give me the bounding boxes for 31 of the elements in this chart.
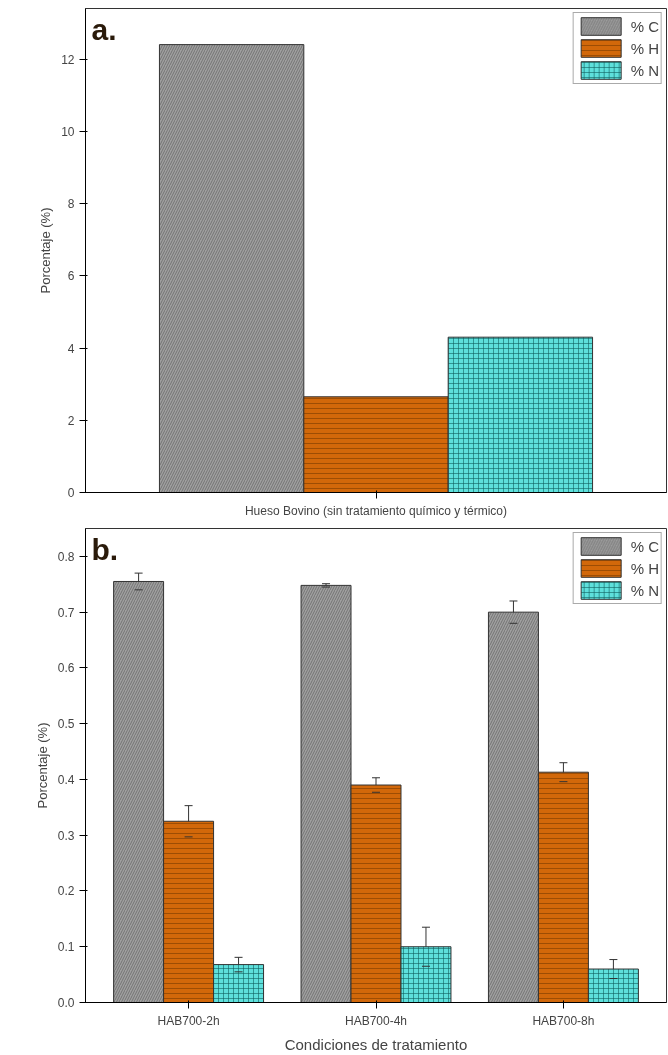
- x-axis-title: Condiciones de tratamiento: [284, 1035, 468, 1053]
- y-tick-label: 0.3: [57, 828, 75, 843]
- x-tick-label: HAB700-8h: [532, 1013, 595, 1028]
- legend-label: % C: [630, 537, 659, 555]
- y-tick-label: 12: [61, 52, 75, 67]
- y-tick-label: 0.8: [57, 549, 75, 564]
- y-tick-label: 2: [67, 413, 75, 428]
- x-tick-label: HAB700-2h: [157, 1013, 220, 1028]
- y-tick-label: 0.6: [57, 661, 75, 676]
- y-tick-label: 0.4: [57, 772, 75, 787]
- legend-label: % N: [630, 581, 659, 599]
- y-tick-label: 0.1: [57, 940, 75, 955]
- annotation: b.: [91, 532, 119, 566]
- y-tick-label: 8: [67, 197, 75, 212]
- legend-label: % H: [630, 39, 659, 57]
- y-tick-label: 0.5: [57, 717, 75, 732]
- y-axis-title: Porcentaje (%): [38, 207, 54, 294]
- y-tick-label: 0.7: [57, 605, 75, 620]
- y-tick-label: 4: [67, 341, 75, 356]
- y-tick-label: 10: [61, 124, 75, 139]
- x-tick-label: Hueso Bovino (sin tratamiento químico y térmico): [244, 503, 508, 518]
- y-tick-label: 6: [67, 269, 75, 284]
- x-tick-label: HAB700-4h: [344, 1013, 408, 1028]
- annotation: a.: [91, 12, 117, 46]
- legend-label: % N: [630, 61, 659, 79]
- y-tick-label: 0.0: [57, 996, 75, 1010]
- legend-label: % H: [630, 559, 659, 577]
- y-tick-label: 0.2: [57, 884, 75, 899]
- y-axis-title: Porcentaje (%): [34, 722, 50, 809]
- y-tick-label: 0: [67, 486, 75, 500]
- legend-label: % C: [630, 17, 659, 35]
